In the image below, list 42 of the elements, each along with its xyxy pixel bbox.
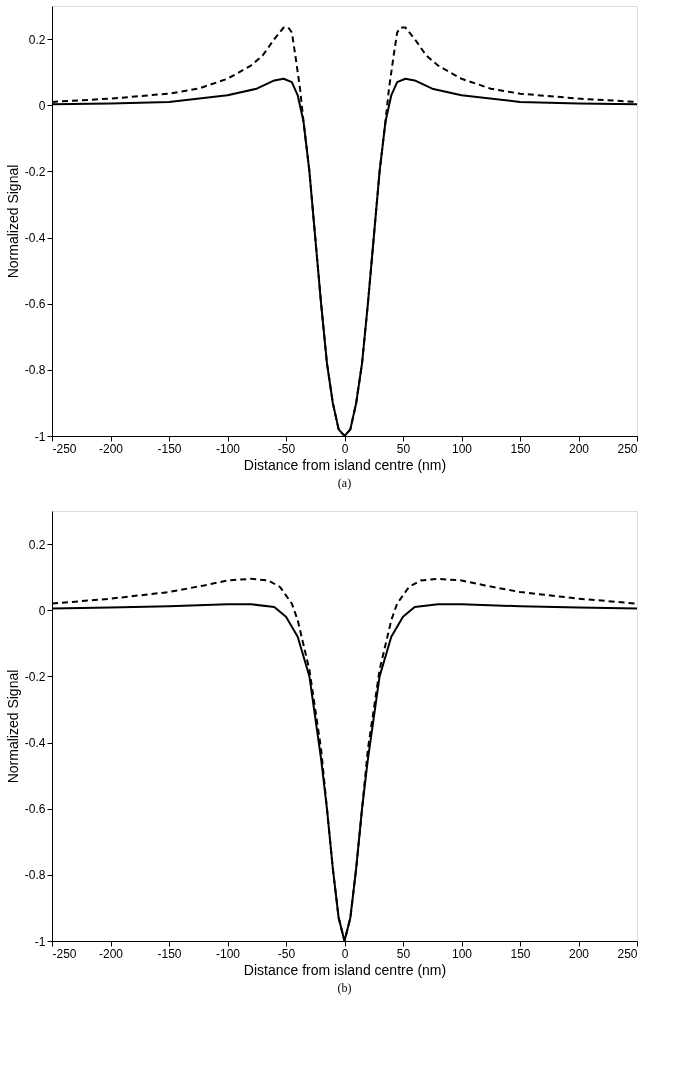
y-tick-label: -0.4 — [24, 231, 46, 246]
y-tick-label: -0.6 — [24, 802, 46, 817]
y-tick-label: -1 — [34, 429, 46, 444]
x-tick-label: 100 — [451, 946, 473, 961]
y-tick-label: -0.2 — [24, 669, 46, 684]
x-tick-label: 250 — [617, 441, 638, 456]
x-tick-label: -50 — [277, 441, 296, 456]
x-tick-label: 0 — [341, 441, 349, 456]
x-axis-title: Distance from island centre (nm) — [243, 456, 447, 473]
y-tick-label: -0.8 — [24, 363, 46, 378]
y-tick-label: 0.2 — [28, 537, 46, 552]
y-tick-label: -1 — [34, 934, 46, 949]
x-tick-label: 100 — [451, 441, 473, 456]
x-tick-label: 200 — [568, 946, 590, 961]
x-tick-label: -150 — [157, 441, 182, 456]
x-tick-label: -200 — [98, 946, 124, 961]
x-tick-label: 150 — [510, 946, 531, 961]
y-axis-title: Normalized Signal — [4, 164, 21, 279]
y-tick-label: -0.2 — [24, 164, 46, 179]
x-tick-label: -50 — [277, 946, 296, 961]
x-tick-label: -100 — [215, 946, 241, 961]
x-tick-label: 50 — [396, 441, 411, 456]
x-tick-label: 50 — [396, 946, 411, 961]
x-tick-label: 250 — [617, 946, 638, 961]
y-tick-label: -0.8 — [24, 868, 46, 883]
x-tick-label: 200 — [568, 441, 590, 456]
x-tick-label: 0 — [341, 946, 349, 961]
x-tick-label: -200 — [98, 441, 124, 456]
y-tick-label: 0 — [38, 98, 46, 113]
text: (a) — [337, 476, 352, 490]
x-tick-label: 150 — [510, 441, 531, 456]
x-tick-label: -150 — [157, 946, 182, 961]
y-tick-label: -0.6 — [24, 297, 46, 312]
y-tick-label: -0.4 — [24, 736, 46, 751]
x-tick-label: -250 — [52, 946, 77, 961]
y-axis-title: Normalized Signal — [4, 669, 21, 784]
text: (b) — [337, 981, 352, 995]
y-tick-label: 0 — [38, 603, 46, 618]
x-tick-label: -100 — [215, 441, 241, 456]
y-tick-label: 0.2 — [28, 32, 46, 47]
x-axis-title: Distance from island centre (nm) — [243, 961, 447, 978]
x-tick-label: -250 — [52, 441, 77, 456]
